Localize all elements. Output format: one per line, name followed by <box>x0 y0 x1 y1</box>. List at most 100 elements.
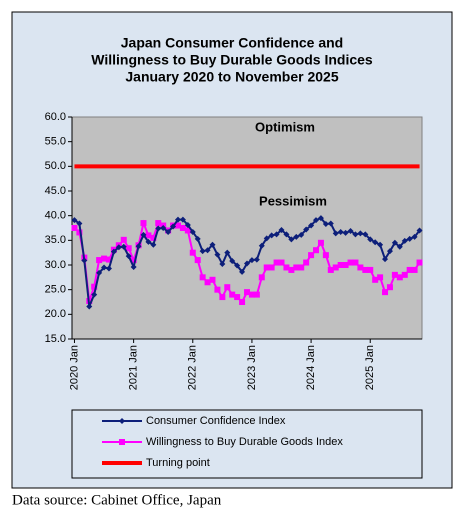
data-point <box>263 264 270 271</box>
data-point <box>391 239 398 246</box>
plot-area <box>71 116 423 340</box>
y-tick-label: 25.0 <box>45 284 66 296</box>
data-point <box>204 279 211 286</box>
y-tick-label: 35.0 <box>45 234 66 246</box>
data-point <box>416 259 423 266</box>
annotation: Pessimism <box>259 193 327 208</box>
data-point <box>214 251 221 258</box>
chart-title: Japan Consumer Confidence and <box>121 35 343 51</box>
chart-title: January 2020 to November 2025 <box>125 69 338 85</box>
data-point <box>283 264 290 271</box>
data-point <box>367 266 374 273</box>
data-point <box>278 226 285 233</box>
data-point <box>332 264 339 271</box>
data-point <box>288 266 295 273</box>
data-point <box>278 259 285 266</box>
data-point <box>391 271 398 278</box>
data-point <box>268 264 275 271</box>
data-point <box>416 227 423 234</box>
data-point <box>313 247 320 254</box>
data-point <box>372 239 379 246</box>
data-point <box>239 299 246 305</box>
data-point <box>367 236 374 243</box>
data-point <box>150 234 157 241</box>
data-point <box>322 221 329 228</box>
data-point <box>81 257 88 264</box>
data-point <box>244 260 250 267</box>
data-point <box>258 274 265 281</box>
data-point <box>105 256 112 263</box>
legend-marker <box>119 439 125 445</box>
data-point <box>352 259 359 266</box>
data-point <box>411 233 418 240</box>
y-tick-label: 30.0 <box>45 259 66 271</box>
data-point <box>224 284 231 291</box>
legend-label: Consumer Confidence Index <box>146 415 286 427</box>
data-point <box>125 253 132 260</box>
data-point <box>86 303 93 310</box>
data-point <box>411 266 418 273</box>
data-point <box>337 262 344 268</box>
data-point <box>101 255 108 262</box>
data-point <box>140 220 147 227</box>
chart-title: Willingness to Buy Durable Goods Indices <box>91 52 373 68</box>
y-tick-label: 50.0 <box>45 160 66 172</box>
data-point <box>327 220 334 227</box>
data-point <box>229 258 236 265</box>
data-point <box>308 222 315 229</box>
data-point <box>303 226 310 233</box>
data-point <box>406 235 413 242</box>
data-point <box>313 217 320 224</box>
data-point <box>332 230 339 237</box>
data-point <box>91 291 98 298</box>
data-point <box>71 225 78 231</box>
data-point <box>293 264 300 271</box>
data-point <box>273 259 280 266</box>
y-tick-label: 55.0 <box>45 136 66 148</box>
data-point <box>184 222 191 229</box>
data-point <box>120 243 127 250</box>
data-point <box>130 257 137 264</box>
data-point <box>101 264 108 271</box>
data-point <box>401 237 408 244</box>
data-point <box>110 248 117 255</box>
data-point <box>219 261 226 268</box>
data-point <box>71 217 78 224</box>
legend-label: Turning point <box>146 457 210 469</box>
data-point <box>179 216 186 223</box>
data-point <box>283 231 290 238</box>
legend-marker <box>119 418 125 424</box>
data-point <box>337 228 344 235</box>
x-tick-label: 2025 Jan <box>364 345 376 390</box>
x-tick-label: 2021 Jan <box>128 345 140 390</box>
data-point <box>199 248 206 255</box>
data-point <box>234 262 241 269</box>
data-point <box>386 284 393 291</box>
data-point <box>347 227 354 234</box>
data-point <box>199 274 206 281</box>
data-point <box>204 247 211 254</box>
data-point <box>189 249 196 256</box>
y-tick-label: 40.0 <box>45 210 66 222</box>
data-point <box>357 264 364 271</box>
data-point <box>263 235 270 242</box>
data-point <box>322 252 329 259</box>
data-point <box>130 263 137 270</box>
data-point <box>96 269 103 276</box>
data-point <box>308 252 315 259</box>
data-point <box>105 265 112 272</box>
data-point <box>327 266 334 273</box>
data-point <box>219 294 226 301</box>
x-tick-label: 2022 Jan <box>187 345 199 390</box>
y-tick-label: 45.0 <box>45 185 66 197</box>
data-point <box>288 236 295 243</box>
data-point <box>160 225 167 231</box>
data-point <box>135 243 142 250</box>
data-point <box>253 256 260 263</box>
data-point <box>170 223 177 230</box>
data-point <box>258 242 265 249</box>
data-point <box>406 266 413 273</box>
data-point <box>347 259 354 266</box>
data-point <box>244 289 250 296</box>
